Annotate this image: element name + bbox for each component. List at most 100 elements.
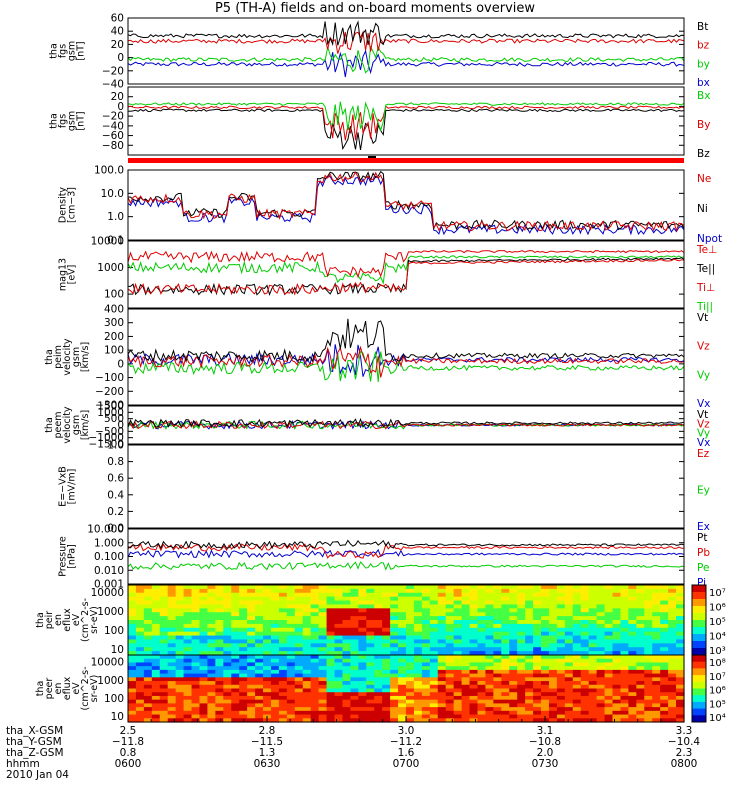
panel9-cell: [485, 666, 494, 671]
panel8-cell: [366, 620, 375, 625]
panel8-cell: [199, 612, 209, 617]
panel9-cell: [398, 714, 407, 719]
panel9-ylabel: tha: [35, 681, 46, 697]
panel9-cell: [175, 677, 185, 682]
panel8-cell: [445, 596, 455, 602]
panel8-cell: [541, 635, 550, 641]
panel8-cell: [588, 620, 598, 625]
panel8-cell: [231, 585, 240, 590]
panel8-cell: [406, 623, 415, 629]
panel9-cell: [358, 677, 367, 682]
panel9-cell: [175, 703, 185, 708]
panel8-cell: [493, 643, 502, 648]
panel9-cell: [604, 718, 614, 723]
panel8-cell: [286, 612, 296, 617]
panel8-cell: [342, 639, 351, 644]
panel8-cell: [572, 627, 582, 633]
panel9-cell: [525, 677, 534, 682]
panel8-cell: [167, 620, 177, 625]
panel9-cell: [342, 688, 351, 693]
panel9-cell: [636, 714, 645, 719]
panel8-cell: [167, 647, 177, 652]
panel9-cell: [270, 688, 280, 693]
xtick-label-hhmm: 0600: [115, 758, 142, 770]
panel5-frame: [127, 405, 685, 445]
panel8-cell: [676, 639, 685, 644]
panel9-cell: [564, 707, 574, 712]
panel8-cell: [548, 647, 558, 652]
panel8-cell: [207, 585, 216, 590]
panel6-legend-Ex: Ex: [697, 521, 710, 533]
panel9-cell: [175, 707, 185, 712]
panel9-cell: [263, 695, 272, 701]
panel9-cell: [199, 718, 209, 723]
panel9-cell: [493, 703, 502, 708]
panel9-cell: [596, 695, 606, 701]
panel1-frame: [127, 86, 685, 156]
panel8-cell: [302, 651, 312, 656]
panel8-cell: [564, 623, 574, 629]
panel9-cell: [255, 666, 264, 671]
panel8-cell: [572, 631, 582, 637]
panel9-cell: [382, 658, 391, 664]
panel5-ytick-label: −500: [95, 426, 124, 438]
panel9-cell: [437, 692, 447, 697]
panel9-cell: [548, 666, 558, 671]
panel8-cell: [556, 585, 566, 590]
panel8-cell: [525, 647, 534, 652]
panel8-cell: [350, 635, 359, 641]
panel9-cell: [668, 669, 677, 675]
panel8-cell: [660, 639, 669, 644]
panel9-cell: [175, 688, 185, 693]
panel8-cell: [135, 631, 145, 637]
panel8-cell: [548, 600, 558, 606]
panel8-cell: [525, 627, 534, 633]
panel9-cell: [302, 692, 312, 697]
panel8-cell: [668, 604, 677, 609]
panel9-cell: [191, 707, 201, 712]
panel8-cell: [421, 651, 431, 656]
panel8-cell: [636, 631, 645, 637]
panel9-cell: [604, 669, 614, 675]
panel8-cell: [620, 620, 629, 625]
panel9-cell: [183, 666, 193, 671]
panel9-cell: [652, 699, 661, 704]
panel9-cell: [509, 714, 518, 719]
panel8-cell: [334, 647, 344, 652]
panel9-cell: [525, 658, 534, 664]
panel8-cell: [151, 635, 161, 641]
panel9-cell: [167, 703, 177, 708]
panel9-cell: [398, 688, 407, 693]
panel8-cell: [541, 647, 550, 652]
panel8-cell: [541, 612, 550, 617]
panel8-cell: [660, 588, 669, 594]
panel9-cell: [421, 669, 431, 675]
panel9-cell: [437, 681, 447, 686]
panel8-cell: [199, 588, 209, 594]
panel8-colorbar-label: 10⁶: [709, 603, 726, 614]
panel9-cell: [556, 666, 566, 671]
panel9-cell: [302, 688, 312, 693]
panel8-cell: [286, 647, 296, 652]
panel9-cell: [437, 718, 447, 723]
panel8-cell: [342, 600, 351, 606]
panel9-cell: [636, 666, 645, 671]
panel9-cell: [652, 688, 661, 693]
panel9-cell: [334, 681, 344, 686]
panel9-cell: [485, 662, 494, 667]
panel4-series-Vz: [127, 345, 685, 378]
panel8-cell: [255, 639, 264, 644]
panel9-cell: [255, 692, 264, 697]
panel8-cell: [445, 631, 455, 637]
panel9-cell: [485, 714, 494, 719]
panel9-cell: [676, 703, 685, 708]
panel9-cell: [231, 662, 240, 667]
panel8-cell: [588, 600, 598, 606]
panel8-cell: [286, 604, 296, 609]
panel8-cell: [676, 600, 685, 606]
panel8-cell: [652, 647, 661, 652]
panel9-cell: [183, 695, 193, 701]
panel8-cell: [541, 608, 550, 613]
panel9-cell: [151, 688, 161, 693]
panel8-cell: [429, 596, 439, 602]
